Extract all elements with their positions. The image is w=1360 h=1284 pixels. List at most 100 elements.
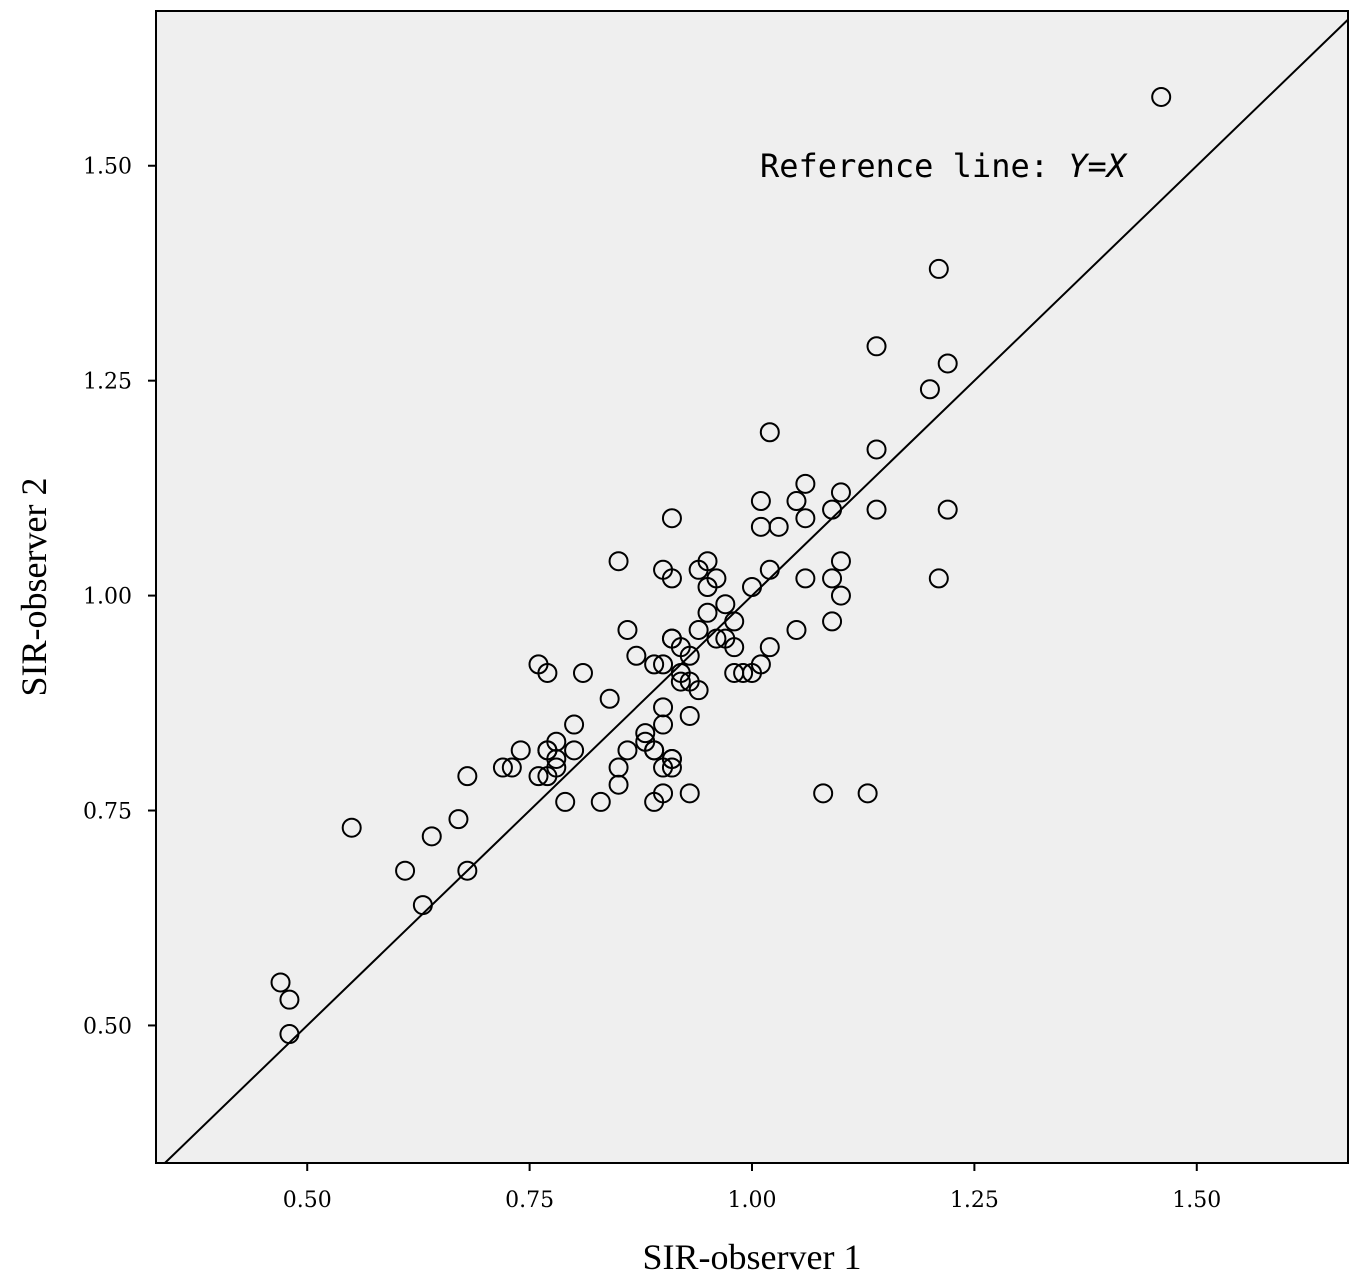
data-point xyxy=(608,551,629,572)
y-tick-label: 0.75 xyxy=(83,800,132,825)
y-axis-title: SIR-observer 2 xyxy=(14,478,54,697)
data-point xyxy=(928,258,949,279)
data-point xyxy=(750,654,771,675)
data-point xyxy=(742,577,762,597)
plot-area xyxy=(155,10,1349,1164)
data-point xyxy=(626,645,647,666)
data-point xyxy=(759,559,780,580)
data-point xyxy=(750,516,771,537)
data-point xyxy=(661,508,682,529)
data-point xyxy=(866,499,887,520)
reference-line xyxy=(164,18,1349,1164)
data-point xyxy=(661,748,682,769)
data-point xyxy=(706,628,727,649)
data-point xyxy=(528,766,549,787)
data-point xyxy=(572,662,593,683)
data-point xyxy=(670,671,691,692)
data-point xyxy=(786,619,807,640)
data-point xyxy=(1151,86,1172,107)
data-point xyxy=(679,645,700,666)
data-point xyxy=(830,482,851,503)
data-point xyxy=(822,499,843,520)
y-tick-label: 1.25 xyxy=(83,370,132,395)
data-point xyxy=(688,619,709,640)
data-point xyxy=(564,740,585,761)
reference-line-label-prefix: Reference line: xyxy=(760,147,1068,185)
data-point xyxy=(635,723,656,744)
data-point xyxy=(822,568,843,589)
data-point xyxy=(644,654,665,675)
data-point xyxy=(279,1024,300,1045)
data-point xyxy=(661,628,682,649)
data-point xyxy=(759,637,780,658)
x-tick-label: 0.75 xyxy=(505,1188,554,1213)
data-point xyxy=(412,895,433,916)
data-point xyxy=(617,740,638,761)
data-point xyxy=(653,714,674,735)
data-point xyxy=(653,654,674,675)
data-point xyxy=(510,740,531,761)
data-point xyxy=(546,748,567,769)
data-point xyxy=(937,499,958,520)
data-point xyxy=(919,379,940,400)
data-point xyxy=(617,619,638,640)
y-tick-label: 0.50 xyxy=(83,1014,132,1039)
data-point xyxy=(661,568,682,589)
data-point xyxy=(724,637,745,658)
x-tick-label: 1.00 xyxy=(728,1188,777,1213)
x-axis-title: SIR-observer 1 xyxy=(643,1237,862,1277)
data-point xyxy=(679,783,700,804)
data-point xyxy=(750,491,771,512)
data-point xyxy=(341,817,362,838)
data-point xyxy=(421,826,442,847)
data-point xyxy=(813,783,834,804)
data-point xyxy=(786,491,807,512)
data-point xyxy=(537,662,558,683)
data-point xyxy=(661,757,682,778)
x-tick-label: 1.50 xyxy=(1172,1188,1221,1213)
data-point xyxy=(857,783,878,804)
data-point xyxy=(715,594,736,615)
data-point xyxy=(830,585,851,606)
data-point xyxy=(928,568,949,589)
data-point xyxy=(724,611,745,632)
data-point xyxy=(564,714,585,735)
data-point xyxy=(492,757,513,778)
data-point xyxy=(937,353,958,374)
data-point xyxy=(555,791,576,812)
data-point xyxy=(608,774,629,795)
data-point xyxy=(457,766,478,787)
data-point xyxy=(279,989,300,1010)
data-point xyxy=(697,602,718,623)
y-tick-label: 1.50 xyxy=(83,155,132,180)
data-point xyxy=(448,809,469,830)
data-point xyxy=(830,551,851,572)
data-point xyxy=(866,336,887,357)
data-point xyxy=(590,791,611,812)
y-tick-label: 1.00 xyxy=(83,585,132,610)
reference-line-label: Reference line: Y=X xyxy=(760,147,1128,185)
axis-ticks: 0.50 0.75 1.00 1.25 1.50 0.50 0.75 1.00 1.25 1.50 xyxy=(83,155,1221,1213)
data-point xyxy=(688,559,709,580)
data-points xyxy=(270,86,1172,1045)
data-point xyxy=(866,439,887,460)
data-point xyxy=(795,508,816,529)
data-point xyxy=(679,705,700,726)
data-point xyxy=(697,577,718,597)
data-point xyxy=(501,757,522,778)
data-point xyxy=(733,662,754,683)
data-point xyxy=(795,473,816,494)
data-point xyxy=(599,688,620,709)
data-point xyxy=(635,731,656,752)
data-point xyxy=(270,972,291,993)
data-point xyxy=(795,568,816,589)
data-point xyxy=(395,860,416,881)
x-tick-label: 1.25 xyxy=(950,1188,999,1213)
data-point xyxy=(759,422,780,443)
data-point xyxy=(537,766,558,787)
data-point xyxy=(653,783,674,804)
data-point xyxy=(457,860,478,881)
x-tick-label: 0.50 xyxy=(283,1188,332,1213)
reference-line-label-equation: Y=X xyxy=(1068,147,1128,185)
